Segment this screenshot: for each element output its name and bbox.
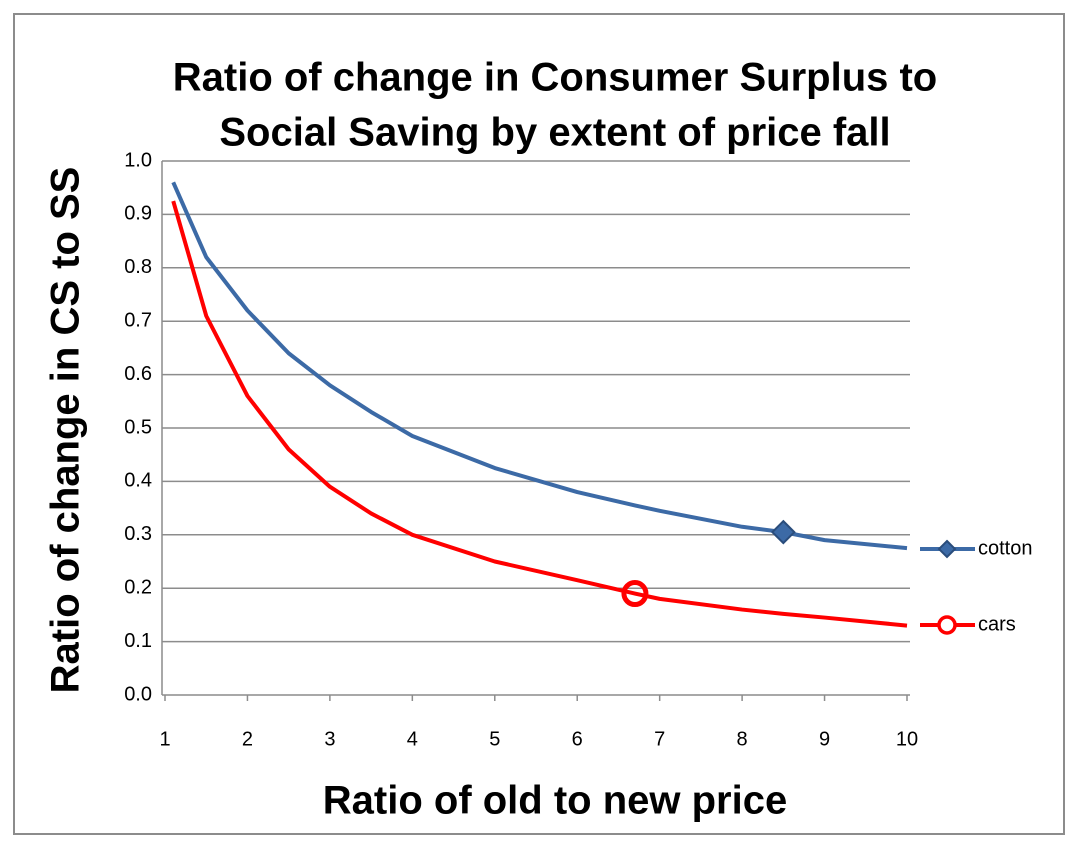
x-tick-label: 1 (159, 728, 170, 750)
x-tick-label: 10 (896, 728, 918, 750)
x-tick-label: 8 (737, 728, 748, 750)
y-tick-label: 0.5 (124, 416, 152, 438)
legend-marker (937, 615, 957, 635)
y-axis-label: Ratio of change in CS to SS (44, 167, 88, 694)
marker (770, 519, 796, 545)
chart-title: Ratio of change in Consumer Surplus to (173, 56, 938, 100)
x-tick-label: 3 (324, 728, 335, 750)
chart-title: Social Saving by extent of price fall (219, 111, 890, 155)
marker (621, 580, 649, 608)
x-tick-label: 2 (242, 728, 253, 750)
y-tick-label: 0.1 (124, 630, 152, 652)
x-tick-label: 7 (654, 728, 665, 750)
legend-label: cars (978, 613, 1016, 635)
y-tick-label: 0.8 (124, 256, 152, 278)
chart-frame (13, 13, 1065, 835)
y-tick-label: 1.0 (124, 149, 152, 171)
y-tick-label: 0.3 (124, 523, 152, 545)
legend-marker (937, 539, 957, 559)
x-tick-label: 4 (407, 728, 418, 750)
line-series (171, 181, 908, 551)
y-tick-label: 0.6 (124, 363, 152, 385)
x-tick-label: 5 (489, 728, 500, 750)
legend-label: cotton (978, 537, 1032, 559)
y-tick-label: 0.2 (124, 576, 152, 598)
y-tick-label: 0.9 (124, 203, 152, 225)
x-tick-label: 9 (819, 728, 830, 750)
y-tick-label: 0.4 (124, 470, 152, 492)
y-tick-label: 0.0 (124, 683, 152, 705)
x-tick-label: 6 (572, 728, 583, 750)
y-tick-label: 0.7 (124, 309, 152, 331)
line-series (171, 200, 908, 628)
x-axis-label: Ratio of old to new price (323, 779, 787, 823)
